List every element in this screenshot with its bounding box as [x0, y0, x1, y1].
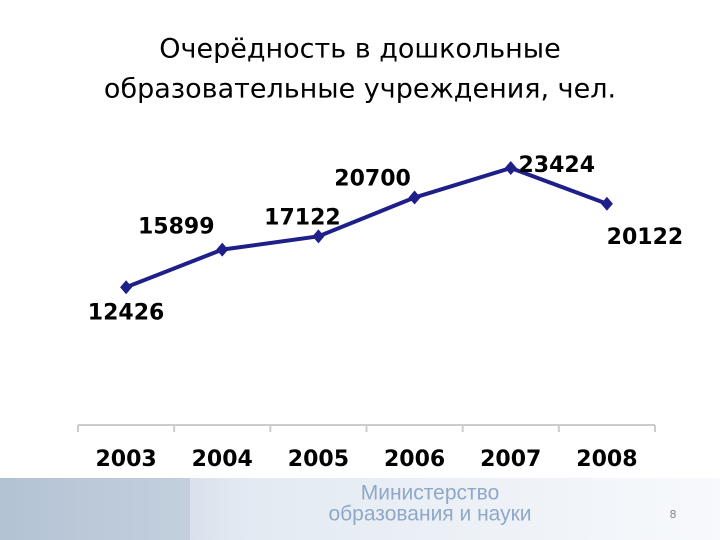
- x-tick-label: 2005: [288, 447, 349, 472]
- marker: [408, 190, 421, 205]
- marker: [312, 229, 325, 244]
- line: [125, 165, 608, 290]
- chart-title: образовательные учреждения, чел.: [104, 74, 616, 105]
- page-number: 8: [670, 508, 677, 521]
- data-label: 17122: [264, 205, 341, 230]
- x-tick-label: 2008: [576, 447, 637, 472]
- data-label: 15899: [138, 215, 215, 240]
- marker: [600, 196, 613, 211]
- footer-text: образования и науки: [328, 503, 531, 526]
- data-label: 20122: [607, 225, 684, 250]
- data-label: 20700: [334, 167, 411, 192]
- chart-title: Очерёдность в дошкольные: [159, 34, 560, 65]
- footer-image: [0, 478, 190, 540]
- x-tick-label: 2006: [384, 447, 445, 472]
- marker: [216, 242, 229, 257]
- x-tick-label: 2003: [95, 447, 156, 472]
- footer-text: Министерство: [361, 482, 500, 505]
- x-tick-label: 2004: [192, 447, 253, 472]
- data-label: 23424: [518, 153, 595, 178]
- marker: [120, 280, 133, 295]
- data-label: 12426: [88, 300, 165, 325]
- marker: [504, 161, 517, 175]
- x-tick-label: 2007: [480, 447, 541, 472]
